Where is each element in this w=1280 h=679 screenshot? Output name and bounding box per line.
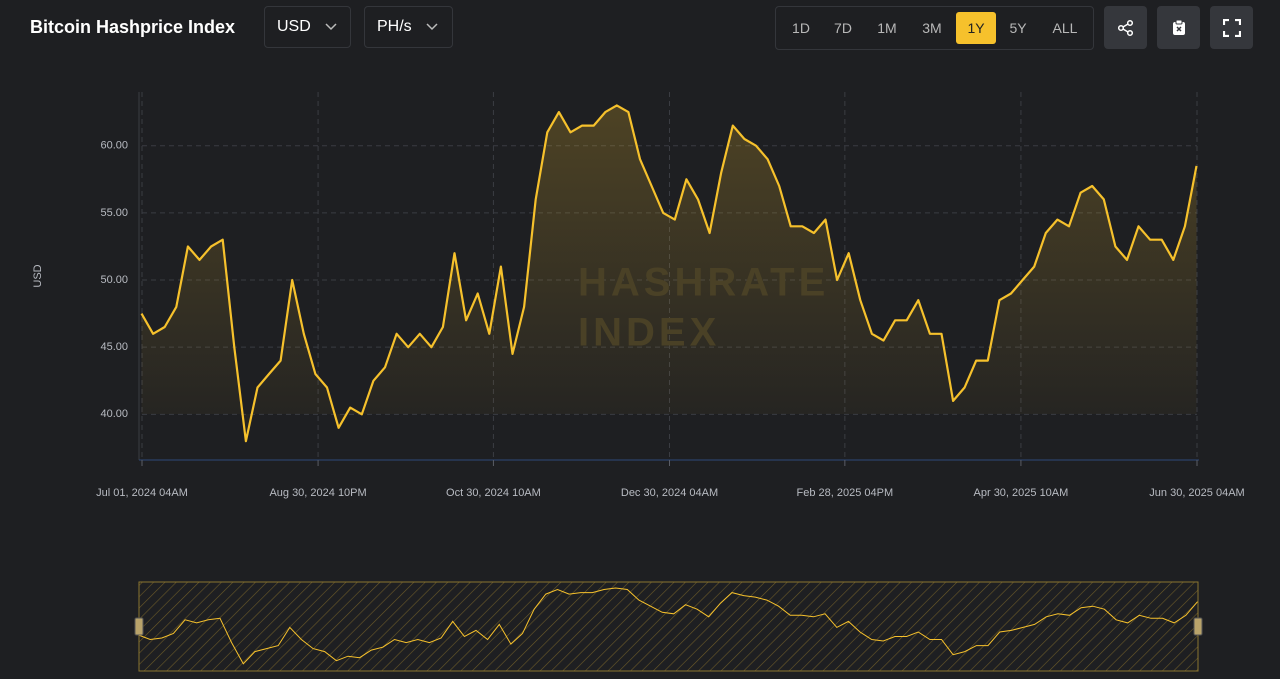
y-tick-label: 45.00 — [100, 341, 128, 353]
range-button[interactable]: ALL — [1052, 20, 1078, 36]
x-tick-label: Feb 28, 2025 04PM — [797, 487, 894, 499]
unit-label: PH/s — [377, 18, 412, 35]
x-tick-label: Oct 30, 2024 10AM — [446, 487, 541, 499]
x-tick-label: Jul 01, 2024 04AM — [96, 487, 188, 499]
range-button[interactable]: 5Y — [1009, 20, 1027, 36]
currency-dropdown[interactable]: USD — [264, 6, 351, 48]
share-button[interactable] — [1104, 6, 1147, 49]
navigator-handle — [134, 617, 144, 636]
navigator-window — [138, 581, 1199, 672]
x-tick-label: Jun 30, 2025 04AM — [1149, 487, 1244, 499]
y-tick-label: 60.00 — [100, 140, 128, 152]
copy-button[interactable] — [1157, 6, 1200, 49]
fullscreen-icon — [1222, 18, 1241, 37]
page-title: Bitcoin Hashprice Index — [30, 17, 236, 37]
watermark-text: HASHRATE — [578, 261, 829, 305]
chevron — [426, 23, 438, 31]
x-tick-label: Aug 30, 2024 10PM — [269, 487, 366, 499]
line — [140, 104, 1198, 443]
x-tick-label: Apr 30, 2025 10AM — [974, 487, 1069, 499]
fullscreen-button[interactable] — [1210, 6, 1253, 49]
watermark-text: INDEX — [578, 311, 720, 355]
chevron — [325, 23, 337, 31]
range-button[interactable]: 7D — [834, 20, 852, 36]
area — [141, 105, 1197, 442]
y-tick-label: 50.00 — [100, 274, 128, 286]
y-tick-label: 55.00 — [100, 207, 128, 219]
y-axis-label: USD — [32, 264, 44, 287]
range-button[interactable]: 1M — [877, 20, 897, 36]
watermark: HASHRATE INDEX — [578, 261, 829, 355]
navigator-line — [138, 587, 1198, 665]
range-button[interactable]: 1D — [792, 20, 810, 36]
share-icon — [1117, 19, 1133, 36]
copy-icon — [1172, 19, 1185, 35]
x-tick-label: Dec 30, 2024 04AM — [621, 487, 718, 499]
unit-dropdown[interactable]: PH/s — [364, 6, 453, 48]
range-button[interactable]: 1Y — [956, 12, 996, 44]
currency-label: USD — [277, 18, 311, 35]
navigator-handle — [1193, 617, 1203, 636]
range-button[interactable]: 3M — [922, 20, 942, 36]
y-tick-label: 40.00 — [100, 408, 128, 420]
range-selector: 1D 7D 1M 3M 1Y 5Y ALL — [775, 6, 1094, 50]
